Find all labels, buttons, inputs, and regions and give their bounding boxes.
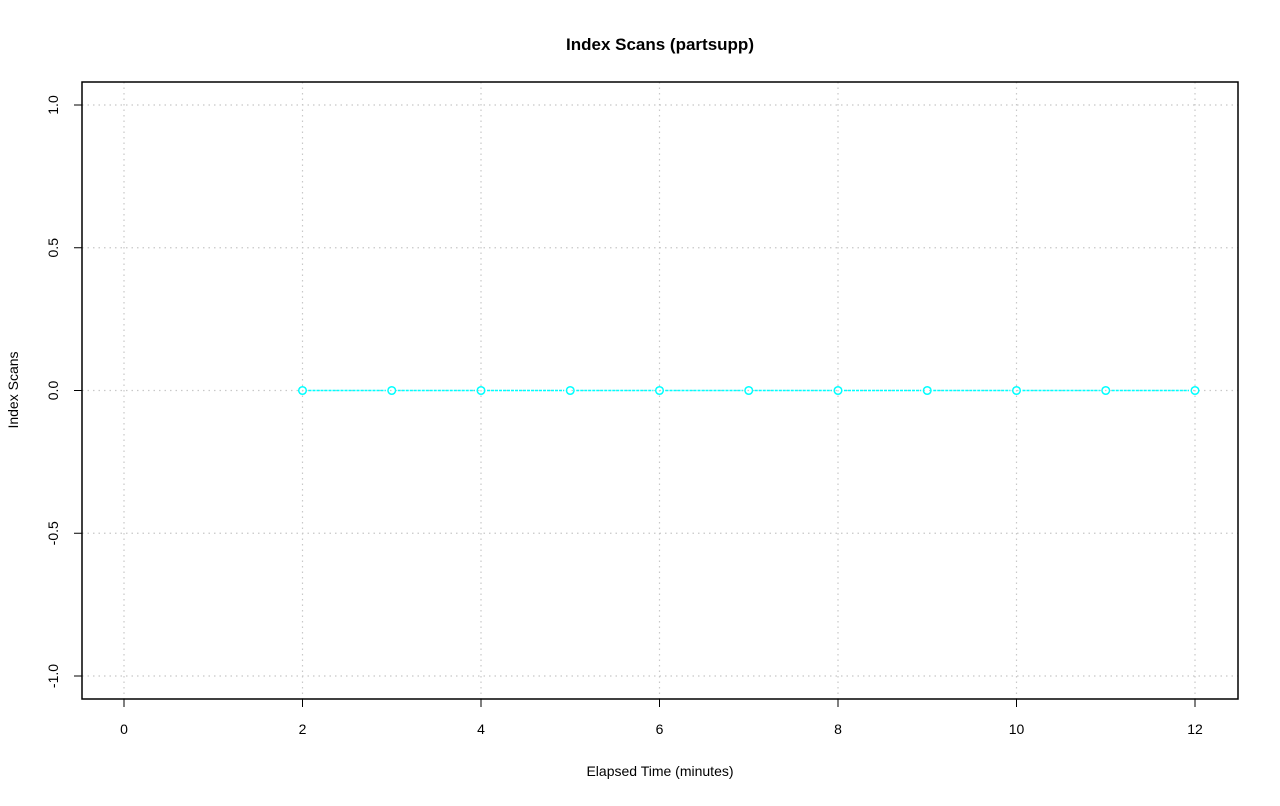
chart-title: Index Scans (partsupp) <box>566 35 754 54</box>
y-axis-label: Index Scans <box>5 351 21 428</box>
series <box>297 385 1200 396</box>
data-point <box>1101 385 1111 396</box>
x-tick-label: 4 <box>477 721 485 737</box>
data-point <box>565 385 575 396</box>
y-tick-label: -0.5 <box>45 521 61 545</box>
data-point <box>387 385 397 396</box>
data-point <box>833 385 843 396</box>
x-axis: 0 2 4 6 8 10 12 <box>120 699 1203 737</box>
y-tick-label: 1.0 <box>45 95 61 115</box>
data-point <box>297 385 308 396</box>
x-tick-label: 12 <box>1187 721 1203 737</box>
y-tick-label: 0.0 <box>45 381 61 401</box>
data-point <box>922 385 932 396</box>
y-tick-label: 0.5 <box>45 238 61 258</box>
x-axis-label: Elapsed Time (minutes) <box>586 763 733 779</box>
x-tick-label: 6 <box>656 721 664 737</box>
x-tick-label: 2 <box>299 721 307 737</box>
x-tick-label: 0 <box>120 721 128 737</box>
y-axis: -1.0 -0.5 0.0 0.5 1.0 <box>45 95 82 688</box>
data-point <box>1011 385 1022 396</box>
data-point <box>476 385 486 396</box>
x-tick-label: 10 <box>1009 721 1025 737</box>
data-point <box>744 385 754 396</box>
data-point <box>654 385 665 396</box>
y-tick-label: -1.0 <box>45 664 61 688</box>
x-tick-label: 8 <box>834 721 842 737</box>
data-point <box>1190 385 1200 396</box>
